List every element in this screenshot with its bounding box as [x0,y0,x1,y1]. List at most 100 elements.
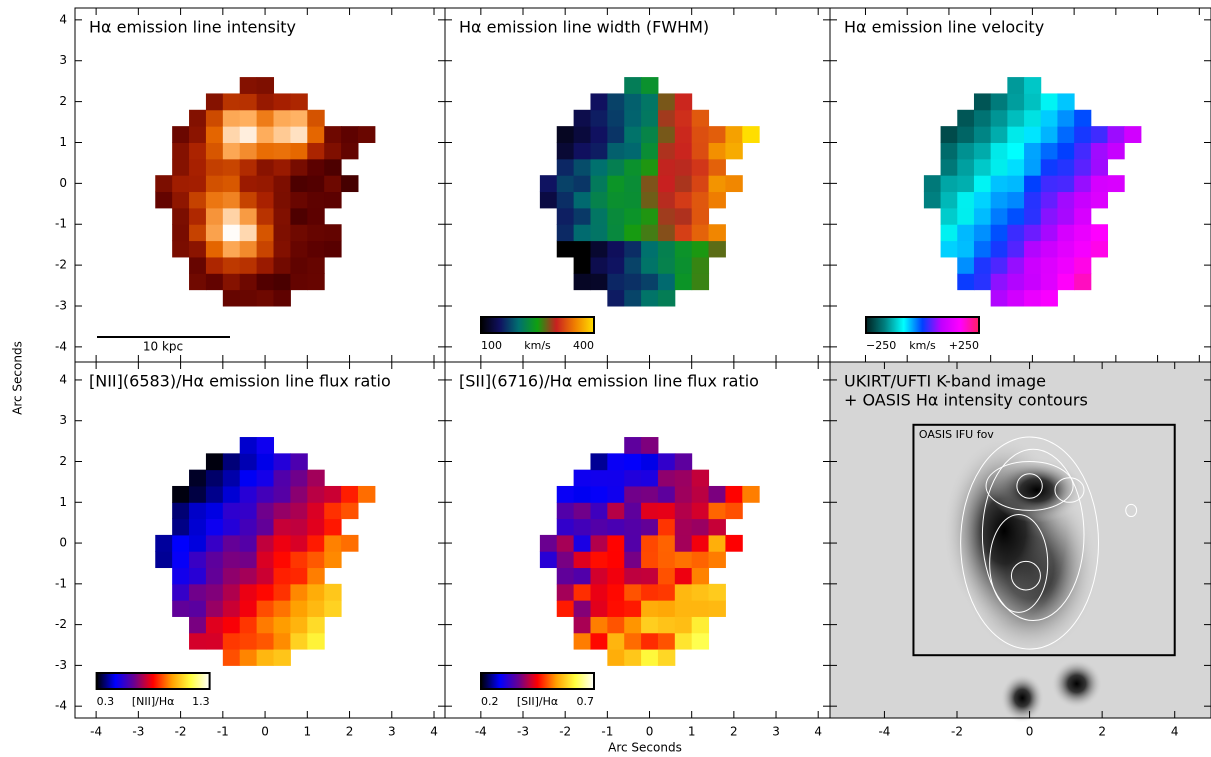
colorbar [480,316,595,334]
colorbar-tick-label: 400 [573,339,594,352]
map-pixel [624,616,642,634]
map-pixel [1007,109,1025,127]
map-pixel [657,616,676,634]
map-pixel [607,289,625,307]
map-pixel [1024,93,1042,111]
map-pixel [990,93,1008,111]
map-pixel [273,502,291,520]
map-pixel [657,289,676,307]
map-pixel [674,616,693,634]
map-pixel [1007,207,1025,225]
map-pixel [1007,240,1025,258]
map-pixel [256,551,275,569]
map-pixel [573,616,591,634]
map-pixel [222,142,241,160]
map-pixel [556,502,575,520]
map-pixel [222,518,241,536]
map-pixel [256,93,275,111]
map-pixel [189,142,207,160]
map-pixel [725,485,743,503]
map-pixel [590,534,608,552]
map-pixel [1074,207,1092,225]
x-tick-label: 0 [646,725,654,739]
map-pixel [222,616,241,634]
map-pixel [172,600,190,617]
map-pixel [973,273,992,291]
map-pixel [940,175,958,193]
map-pixel [222,240,241,258]
map-pixel [189,534,207,552]
map-pixel [290,93,308,111]
map-pixel [290,502,308,520]
map-pixel [624,469,642,487]
map-pixel [222,273,241,291]
map-pixel [691,583,710,601]
map-pixel [657,240,676,258]
map-pixel [641,518,659,536]
map-pixel [1024,142,1042,160]
map-pixel [290,600,308,617]
map-pixel [990,207,1008,225]
map-pixel [1024,273,1042,291]
map-pixel [172,240,190,258]
map-pixel [189,224,207,242]
map-pixel [573,485,591,503]
map-pixel [674,453,693,471]
map-pixel [290,583,308,601]
map-pixel [239,485,258,503]
map-pixel [657,632,676,650]
map-pixel [239,453,258,471]
map-pixel [641,77,659,94]
map-pixel [973,126,992,143]
map-pixel [940,126,958,143]
source [989,457,1084,523]
map-pixel [273,158,291,176]
map-pixel [1057,256,1075,274]
map-pixel [556,142,575,160]
map-pixel [708,175,726,193]
map-pixel [205,273,224,291]
map-pixel [324,158,342,176]
map-pixel [725,126,743,143]
x-tick-label: -4 [475,725,487,739]
map-pixel [205,256,224,274]
map-pixel [691,142,710,160]
map-pixel [189,256,207,274]
map-pixel [1024,191,1042,209]
map-pixel [590,583,608,601]
map-pixel [590,240,608,258]
map-pixel [1024,109,1042,127]
map-pixel [324,485,342,503]
map-pixel [573,109,591,127]
map-pixel [556,583,575,601]
map-pixel [256,583,275,601]
map-pixel [1057,109,1075,127]
map-pixel [674,191,693,209]
map-pixel [657,93,676,111]
map-pixel [324,126,342,143]
map-pixel [222,158,241,176]
source [1000,673,1045,723]
map-pixel [1124,126,1142,143]
map-pixel [590,126,608,143]
map-pixel [708,600,726,617]
map-pixel [324,240,342,258]
map-pixel [1040,93,1058,111]
map-pixel [239,469,258,487]
map-pixel [657,109,676,127]
map-pixel [273,240,291,258]
map-pixel [1007,273,1025,291]
colorbar-tick-label: 0.3 [97,695,115,708]
map-pixel [607,175,625,193]
map-pixel [1007,77,1025,94]
map-pixel [189,273,207,291]
map-pixel [624,93,642,111]
map-pixel [189,485,207,503]
colorbar [480,672,595,690]
map-pixel [674,175,693,193]
y-tick-label: -2 [55,258,67,272]
map-pixel [1090,224,1109,242]
map-pixel [256,502,275,520]
map-pixel [674,567,693,585]
map-pixel [691,518,710,536]
